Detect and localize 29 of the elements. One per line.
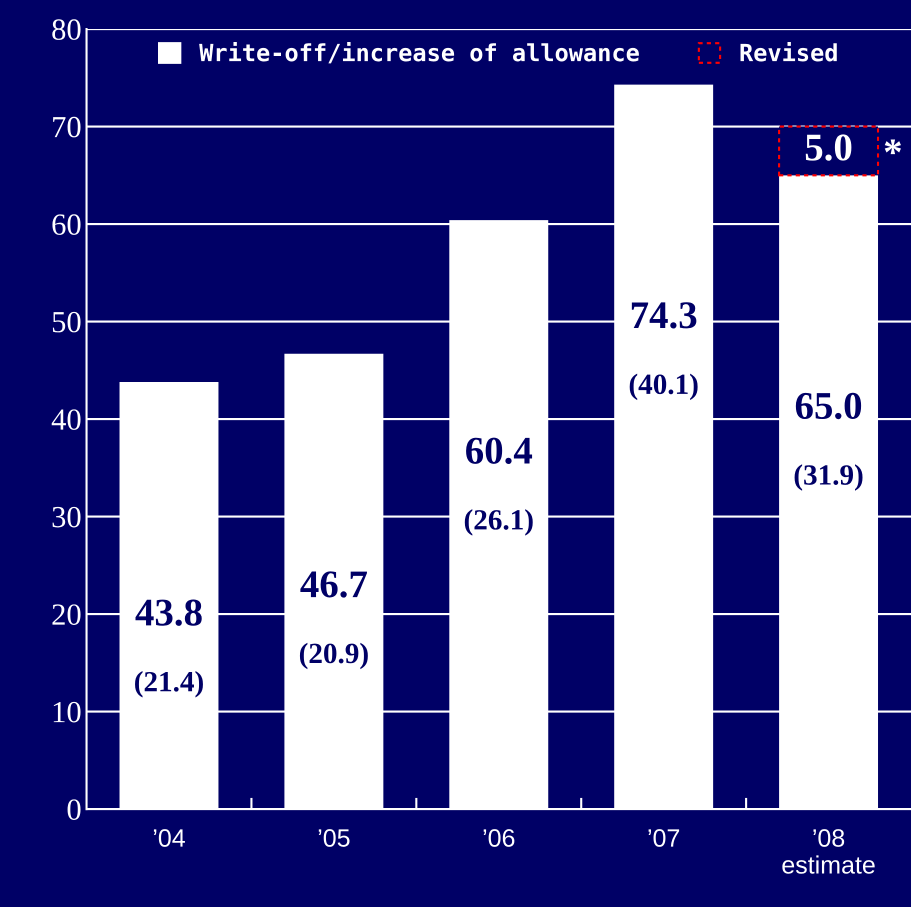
data-label: 46.7 bbox=[300, 571, 367, 598]
data-label: 74.3 bbox=[632, 302, 696, 329]
data-label: 5.0 bbox=[806, 134, 852, 161]
x-tick-label: ’04 bbox=[154, 829, 185, 847]
y-tick-label: 30 bbox=[52, 506, 81, 528]
annotation: (40.1) bbox=[630, 374, 698, 400]
annotation: (26.1) bbox=[464, 509, 533, 536]
y-tick-label: 20 bbox=[52, 604, 81, 625]
x-tick-label: ’05 bbox=[318, 829, 350, 847]
y-tick-label: 80 bbox=[52, 19, 81, 40]
x-tick-label: ’07 bbox=[648, 829, 680, 847]
x-tick-label: ’08 estimate bbox=[782, 829, 875, 874]
annotation: (31.9) bbox=[794, 464, 863, 491]
data-label: 43.8 bbox=[135, 599, 202, 626]
y-tick-label: 0 bbox=[68, 799, 81, 820]
legend-label: Write-off/increase of allowance bbox=[199, 42, 639, 64]
legend-label: Revised bbox=[740, 42, 837, 62]
bar bbox=[778, 125, 880, 176]
y-tick-label: 10 bbox=[54, 702, 81, 722]
data-label: 60.4 bbox=[466, 438, 532, 464]
y-tick-label: 60 bbox=[52, 214, 81, 235]
annotation: (21.4) bbox=[135, 671, 203, 698]
x-tick-label: ’06 bbox=[484, 829, 514, 847]
annotation: (20.9) bbox=[300, 642, 368, 670]
y-tick-label: 70 bbox=[53, 116, 81, 138]
y-tick-label: 40 bbox=[52, 409, 81, 430]
y-tick-label: 50 bbox=[52, 312, 81, 332]
data-label: 65.0 bbox=[796, 392, 862, 420]
annotation: * bbox=[884, 139, 901, 154]
